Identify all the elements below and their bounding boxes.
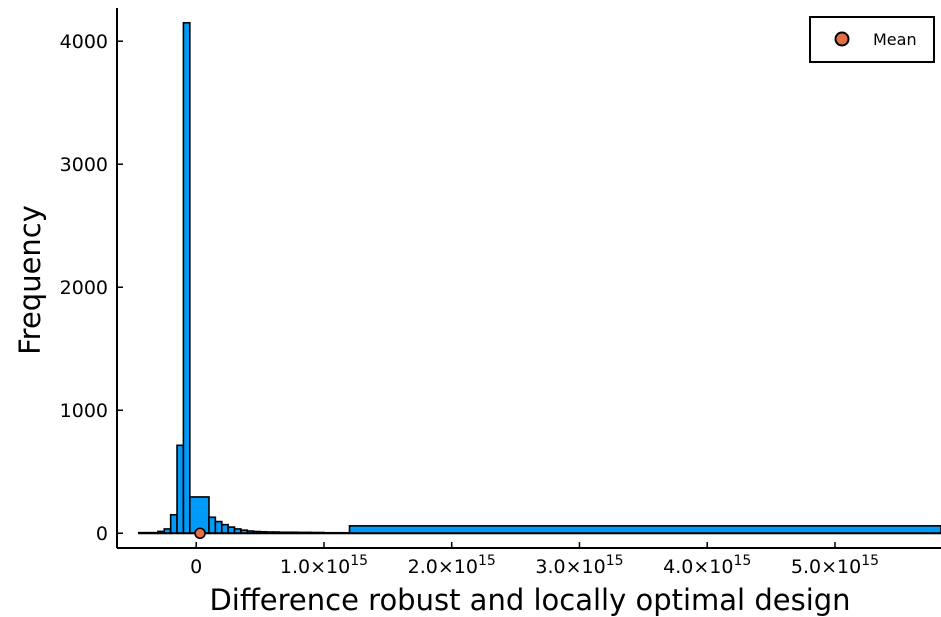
histogram-bar: [220, 523, 229, 535]
x-tick-label: 0: [190, 556, 202, 578]
mean-marker: [194, 527, 206, 540]
legend-mean-marker: [834, 31, 850, 47]
x-tick-label: 2.0×1015: [408, 553, 496, 578]
histogram-bar: [208, 516, 217, 535]
legend-label-mean: Mean: [873, 30, 917, 49]
y-tick-label: 3000: [60, 154, 108, 176]
histogram-bar: [182, 21, 191, 535]
mean-point: [194, 527, 206, 540]
legend-box: [809, 16, 935, 63]
histogram-bars: [137, 21, 941, 535]
histogram-bar: [348, 525, 941, 535]
y-tick-label: 4000: [60, 31, 108, 53]
y-tick-label: 0: [96, 523, 108, 545]
legend: Mean: [809, 16, 935, 63]
x-tick-label: 1.0×1015: [280, 553, 368, 578]
x-tick-label: 5.0×1015: [791, 553, 879, 578]
x-ticks: 0 1.0×1015 2.0×1015 3.0×1015 4.0×1015 5.0×101…: [190, 542, 879, 578]
histogram-bar: [176, 444, 185, 535]
y-tick-label: 2000: [60, 277, 108, 299]
y-tick-label: 1000: [60, 400, 108, 422]
histogram-bar: [169, 513, 178, 535]
y-axis-title: Frequency: [13, 205, 47, 355]
x-tick-label: 4.0×1015: [663, 553, 751, 578]
x-tick-label: 3.0×1015: [535, 553, 623, 578]
y-ticks: 0 1000 2000 3000 4000: [60, 31, 123, 545]
axes: [116, 8, 941, 549]
histogram-bar: [214, 520, 223, 535]
x-axis-title: Difference robust and locally optimal de…: [209, 583, 850, 617]
